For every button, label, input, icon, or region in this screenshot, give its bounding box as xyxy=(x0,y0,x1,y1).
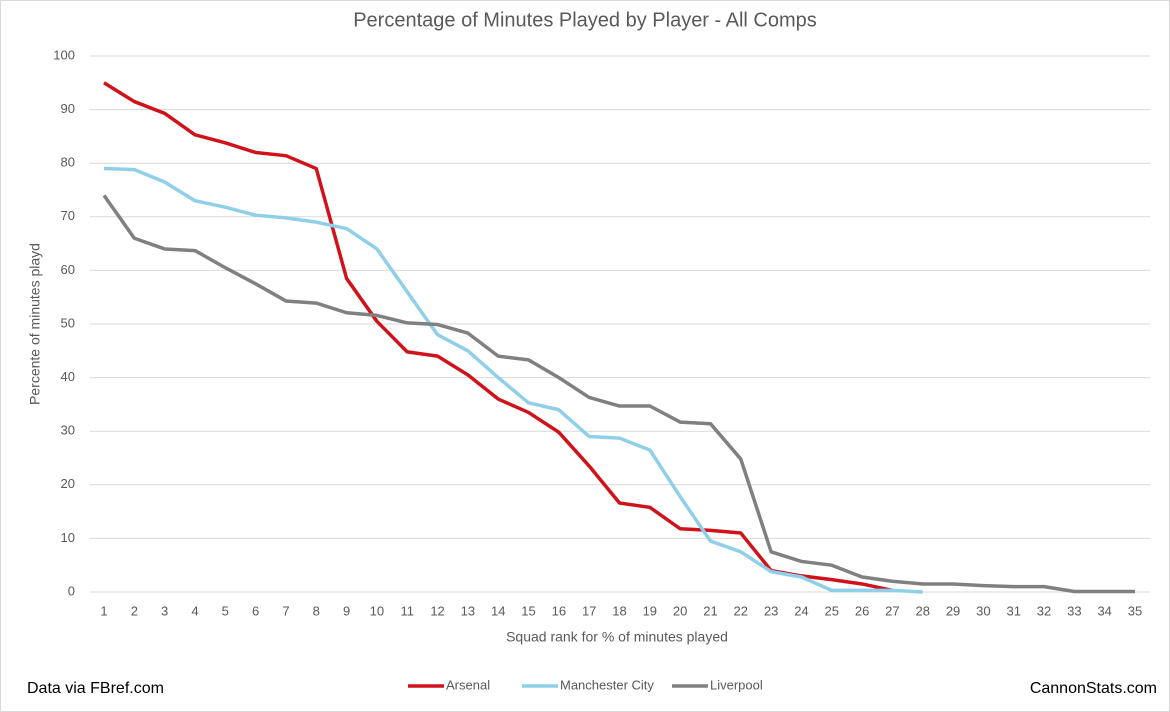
y-tick-label: 50 xyxy=(61,315,75,330)
x-tick-label: 31 xyxy=(1006,603,1020,618)
x-tick-label: 11 xyxy=(400,603,414,618)
x-tick-label: 23 xyxy=(764,603,778,618)
y-tick-label: 80 xyxy=(61,155,75,170)
x-tick-label: 28 xyxy=(916,603,930,618)
x-tick-label: 34 xyxy=(1097,603,1111,618)
y-tick-label: 40 xyxy=(61,369,75,384)
x-tick-label: 18 xyxy=(612,603,626,618)
x-tick-label: 29 xyxy=(946,603,960,618)
x-tick-label: 26 xyxy=(855,603,869,618)
x-tick-label: 25 xyxy=(825,603,839,618)
x-tick-label: 15 xyxy=(521,603,535,618)
chart-title: Percentage of Minutes Played by Player -… xyxy=(353,9,817,31)
x-tick-label: 2 xyxy=(131,603,138,618)
x-tick-label: 1 xyxy=(100,603,107,618)
x-tick-label: 17 xyxy=(582,603,596,618)
series-line xyxy=(102,194,1135,594)
legend-label: Liverpool xyxy=(710,677,763,692)
series-line xyxy=(103,166,923,594)
x-tick-label: 35 xyxy=(1128,603,1142,618)
y-tick-label: 0 xyxy=(68,583,75,598)
legend-label: Manchester City xyxy=(560,677,654,692)
x-tick-label: 33 xyxy=(1067,603,1081,618)
x-tick-label: 6 xyxy=(252,603,259,618)
x-axis-label: Squad rank for % of minutes played xyxy=(506,629,728,645)
x-tick-label: 22 xyxy=(734,603,748,618)
x-tick-label: 4 xyxy=(191,603,198,618)
x-tick-label: 8 xyxy=(313,603,320,618)
y-tick-label: 70 xyxy=(61,208,75,223)
series-line xyxy=(103,81,893,593)
x-tick-label: 9 xyxy=(343,603,350,618)
legend-label: Arsenal xyxy=(446,677,490,692)
y-tick-label: 90 xyxy=(61,101,75,116)
x-tick-label: 5 xyxy=(222,603,229,618)
y-tick-label: 10 xyxy=(61,530,75,545)
y-tick-label: 60 xyxy=(61,262,75,277)
x-tick-label: 32 xyxy=(1037,603,1051,618)
x-tick-label: 27 xyxy=(885,603,899,618)
x-tick-label: 13 xyxy=(461,603,475,618)
x-tick-label: 20 xyxy=(673,603,687,618)
credit-note: CannonStats.com xyxy=(1030,680,1157,697)
y-tick-label: 20 xyxy=(61,476,75,491)
x-tick-label: 7 xyxy=(282,603,289,618)
y-tick-label: 30 xyxy=(61,423,75,438)
x-tick-label: 16 xyxy=(552,603,566,618)
source-note: Data via FBref.com xyxy=(27,680,164,697)
x-tick-label: 19 xyxy=(643,603,657,618)
x-tick-label: 14 xyxy=(491,603,505,618)
x-tick-label: 3 xyxy=(161,603,168,618)
x-tick-label: 10 xyxy=(370,603,384,618)
y-axis-label: Percente of minutes playd xyxy=(27,243,43,405)
y-tick-label: 100 xyxy=(53,47,75,62)
x-tick-label: 24 xyxy=(794,603,808,618)
x-tick-label: 30 xyxy=(976,603,990,618)
x-tick-label: 12 xyxy=(430,603,444,618)
x-tick-label: 21 xyxy=(703,603,717,618)
